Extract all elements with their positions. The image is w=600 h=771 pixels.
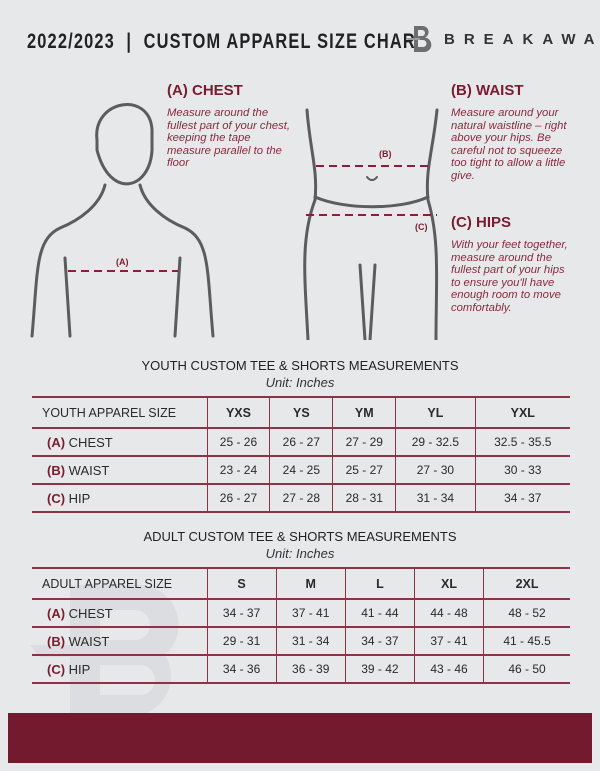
size-column-header: YL	[395, 396, 476, 429]
row-prefix: (B)	[47, 633, 66, 649]
table-cell: 29 - 31	[206, 626, 277, 656]
row-name: HIP	[68, 490, 91, 506]
table-cell: 30 - 33	[474, 455, 570, 485]
size-column-header: YXS	[206, 396, 270, 429]
row-name: HIP	[68, 661, 91, 677]
hips-guide: (C) HIPS With your feet together, measur…	[451, 214, 576, 315]
table-cell: 23 - 24	[206, 455, 270, 485]
page-title: 2022/2023 | CUSTOM APPAREL SIZE CHART	[27, 30, 428, 53]
youth-table-title: YOUTH CUSTOM TEE & SHORTS MEASUREMENTS	[141, 358, 459, 373]
hips-title: (C) HIPS	[451, 214, 511, 231]
row-name: CHEST	[68, 605, 113, 621]
table-cell: 27 - 30	[395, 455, 476, 485]
row-label: (A) CHEST	[32, 598, 207, 628]
table-cell: 46 - 50	[483, 654, 570, 684]
waist-text: Measure around your natural waistline – …	[451, 107, 567, 182]
adult-table-title: ADULT CUSTOM TEE & SHORTS MEASUREMENTS	[143, 529, 457, 544]
table-row: (B) WAIST 23 - 24 24 - 25 25 - 27 27 - 30 30 …	[32, 455, 570, 485]
table-cell: 34 - 37	[474, 483, 570, 513]
table-cell: 31 - 34	[275, 626, 346, 656]
chest-guide: (A) CHEST Measure around the fullest par…	[167, 82, 291, 170]
table-row: (C) HIP 34 - 36 36 - 39 39 - 42 43 - 46 46 - …	[32, 654, 570, 684]
table-cell: 25 - 26	[206, 427, 270, 457]
size-column-header: S	[206, 567, 277, 600]
youth-size-table: YOUTH APPAREL SIZE YXS YS YM YL YXL (A) CHEST 2…	[32, 396, 570, 513]
row-label: (A) CHEST	[32, 427, 207, 457]
row-prefix: (B)	[47, 462, 66, 478]
size-column-header: 2XL	[483, 567, 570, 600]
size-column-header: XL	[413, 567, 484, 600]
size-column-header: YXL	[474, 396, 570, 429]
table-cell: 36 - 39	[275, 654, 346, 684]
row-prefix: (C)	[47, 490, 66, 506]
row-label: (B) WAIST	[32, 455, 207, 485]
header-row: YOUTH APPAREL SIZE YXS YS YM YL YXL	[32, 396, 570, 429]
body-measurement-illustration	[30, 103, 439, 340]
row-prefix: (A)	[47, 434, 66, 450]
table-cell: 41 - 45.5	[483, 626, 570, 656]
table-cell: 32.5 - 35.5	[474, 427, 570, 457]
marker-c: (C)	[415, 222, 428, 232]
size-header: ADULT APPAREL SIZE	[32, 567, 207, 600]
table-row: (C) HIP 26 - 27 27 - 28 28 - 31 31 - 34 34 - …	[32, 483, 570, 513]
chest-text: Measure around the fullest part of your …	[167, 107, 291, 170]
table-cell: 34 - 36	[206, 654, 277, 684]
row-name: CHEST	[68, 434, 113, 450]
table-cell: 31 - 34	[395, 483, 476, 513]
row-label: (C) HIP	[32, 654, 207, 684]
row-prefix: (A)	[47, 605, 66, 621]
table-cell: 34 - 37	[206, 598, 277, 628]
size-column-header: YS	[269, 396, 333, 429]
chest-title: (A) CHEST	[167, 82, 243, 99]
row-name: WAIST	[68, 633, 110, 649]
table-cell: 25 - 27	[332, 455, 396, 485]
size-column-header: M	[275, 567, 346, 600]
row-prefix: (C)	[47, 661, 66, 677]
table-cell: 44 - 48	[413, 598, 484, 628]
table-row: (A) CHEST 34 - 37 37 - 41 41 - 44 44 - 48 48 …	[32, 598, 570, 628]
breakaway-logo-icon	[406, 26, 432, 53]
size-header: YOUTH APPAREL SIZE	[32, 396, 207, 429]
marker-b: (B)	[379, 149, 392, 159]
row-label: (B) WAIST	[32, 626, 207, 656]
table-cell: 48 - 52	[483, 598, 570, 628]
table-cell: 29 - 32.5	[395, 427, 476, 457]
size-column-header: L	[344, 567, 415, 600]
hips-text: With your feet together, measure around …	[451, 239, 568, 314]
table-cell: 28 - 31	[332, 483, 396, 513]
table-cell: 27 - 28	[269, 483, 333, 513]
header-row: ADULT APPAREL SIZE S M L XL 2XL	[32, 567, 570, 600]
row-label: (C) HIP	[32, 483, 207, 513]
table-cell: 26 - 27	[269, 427, 333, 457]
row-name: WAIST	[68, 462, 110, 478]
size-column-header: YM	[332, 396, 396, 429]
table-cell: 24 - 25	[269, 455, 333, 485]
table-cell: 37 - 41	[275, 598, 346, 628]
waist-guide: (B) WAIST Measure around your natural wa…	[451, 82, 576, 183]
table-row: (A) CHEST 25 - 26 26 - 27 27 - 29 29 - 32.5 3…	[32, 427, 570, 457]
table-cell: 43 - 46	[413, 654, 484, 684]
table-cell: 39 - 42	[344, 654, 415, 684]
brand-logo: BREAKAWAY	[406, 24, 600, 54]
youth-unit: Unit: Inches	[265, 375, 335, 390]
table-row: (B) WAIST 29 - 31 31 - 34 34 - 37 37 - 41 41 …	[32, 626, 570, 656]
marker-a: (A)	[116, 257, 129, 267]
adult-unit: Unit: Inches	[265, 546, 335, 561]
footer-bar	[8, 713, 592, 763]
table-cell: 37 - 41	[413, 626, 484, 656]
waist-title: (B) WAIST	[451, 82, 524, 99]
brand-name: BREAKAWAY	[444, 30, 600, 48]
table-cell: 26 - 27	[206, 483, 270, 513]
table-cell: 27 - 29	[332, 427, 396, 457]
table-cell: 41 - 44	[344, 598, 415, 628]
table-cell: 34 - 37	[344, 626, 415, 656]
adult-size-table: ADULT APPAREL SIZE S M L XL 2XL (A) CHEST 34 - …	[32, 567, 570, 684]
